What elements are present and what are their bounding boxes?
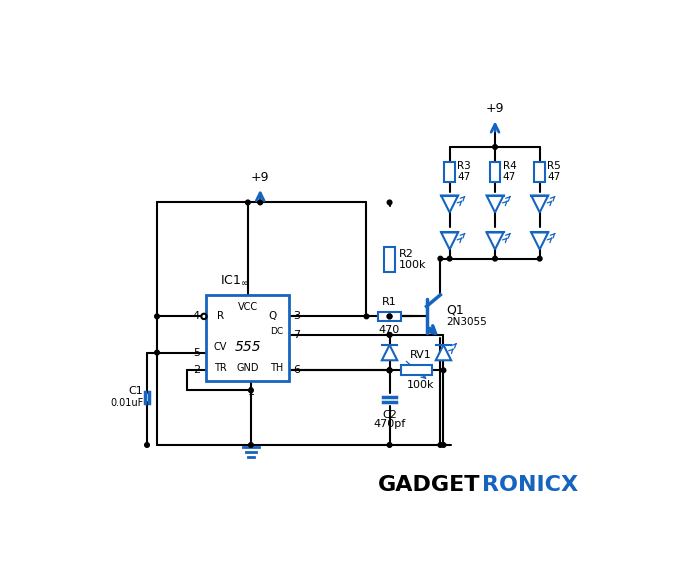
Text: C1: C1 bbox=[128, 386, 143, 396]
Circle shape bbox=[155, 314, 160, 319]
Circle shape bbox=[538, 256, 542, 261]
Bar bbox=[384, 247, 395, 272]
Circle shape bbox=[248, 443, 253, 447]
Circle shape bbox=[387, 314, 392, 319]
Text: R1: R1 bbox=[382, 297, 397, 307]
Text: R: R bbox=[216, 311, 224, 321]
Polygon shape bbox=[486, 196, 503, 213]
Text: 1: 1 bbox=[248, 387, 255, 397]
Circle shape bbox=[438, 256, 442, 261]
Circle shape bbox=[387, 200, 392, 205]
Text: 555: 555 bbox=[234, 340, 261, 354]
Text: 470pf: 470pf bbox=[373, 419, 406, 429]
Text: 4: 4 bbox=[193, 311, 200, 321]
Text: 5: 5 bbox=[193, 347, 200, 358]
Bar bbox=[206, 295, 289, 381]
Polygon shape bbox=[531, 232, 548, 249]
Bar bbox=[401, 365, 432, 375]
Circle shape bbox=[387, 368, 392, 373]
Text: IC1$_{\infty}$: IC1$_{\infty}$ bbox=[220, 274, 248, 287]
Text: 47: 47 bbox=[457, 172, 470, 182]
Text: 47: 47 bbox=[547, 172, 561, 182]
Circle shape bbox=[387, 368, 392, 373]
Text: R3: R3 bbox=[457, 161, 471, 171]
Bar bbox=[534, 162, 545, 182]
Text: CV: CV bbox=[214, 342, 227, 352]
Circle shape bbox=[387, 333, 392, 337]
Polygon shape bbox=[531, 196, 548, 213]
Text: +9: +9 bbox=[486, 103, 504, 116]
Text: R2: R2 bbox=[399, 249, 414, 259]
Polygon shape bbox=[441, 232, 458, 249]
Text: 7: 7 bbox=[293, 330, 301, 340]
Text: 100k: 100k bbox=[407, 380, 434, 390]
Text: DC: DC bbox=[271, 327, 284, 336]
Text: TH: TH bbox=[270, 363, 284, 373]
Text: 0.01uF: 0.01uF bbox=[110, 398, 143, 408]
Circle shape bbox=[387, 443, 392, 447]
Circle shape bbox=[387, 314, 392, 319]
Circle shape bbox=[387, 368, 392, 373]
Text: 470: 470 bbox=[379, 325, 400, 335]
Text: 2: 2 bbox=[193, 365, 200, 375]
Circle shape bbox=[248, 388, 253, 393]
Text: TR: TR bbox=[214, 363, 227, 373]
Text: R4: R4 bbox=[503, 161, 517, 171]
Text: 100k: 100k bbox=[399, 260, 426, 270]
Text: Q: Q bbox=[268, 311, 277, 321]
Circle shape bbox=[441, 443, 446, 447]
Text: R5: R5 bbox=[547, 161, 561, 171]
Bar bbox=[378, 312, 401, 321]
Polygon shape bbox=[435, 345, 451, 360]
Polygon shape bbox=[486, 232, 503, 249]
Circle shape bbox=[447, 256, 452, 261]
Circle shape bbox=[246, 200, 250, 205]
Text: 2N3055: 2N3055 bbox=[447, 317, 487, 327]
Circle shape bbox=[258, 200, 262, 205]
Circle shape bbox=[145, 443, 149, 447]
Text: C2: C2 bbox=[382, 411, 397, 420]
Polygon shape bbox=[382, 345, 397, 360]
Circle shape bbox=[364, 314, 369, 319]
Text: VCC: VCC bbox=[238, 302, 258, 312]
Text: RV1: RV1 bbox=[410, 350, 431, 360]
Text: GND: GND bbox=[237, 363, 259, 373]
Circle shape bbox=[387, 333, 392, 337]
Circle shape bbox=[493, 145, 497, 149]
Text: 3: 3 bbox=[294, 311, 301, 321]
Bar bbox=[444, 162, 455, 182]
Text: RONICX: RONICX bbox=[482, 475, 578, 495]
Circle shape bbox=[493, 256, 497, 261]
Circle shape bbox=[438, 443, 442, 447]
Text: GADGET: GADGET bbox=[378, 475, 480, 495]
Circle shape bbox=[441, 368, 446, 373]
Text: 6: 6 bbox=[294, 365, 301, 375]
Bar bbox=[490, 162, 500, 182]
Text: 47: 47 bbox=[503, 172, 516, 182]
Circle shape bbox=[155, 350, 160, 355]
Text: +9: +9 bbox=[251, 171, 270, 184]
Text: Q1: Q1 bbox=[447, 304, 464, 317]
Polygon shape bbox=[441, 196, 458, 213]
